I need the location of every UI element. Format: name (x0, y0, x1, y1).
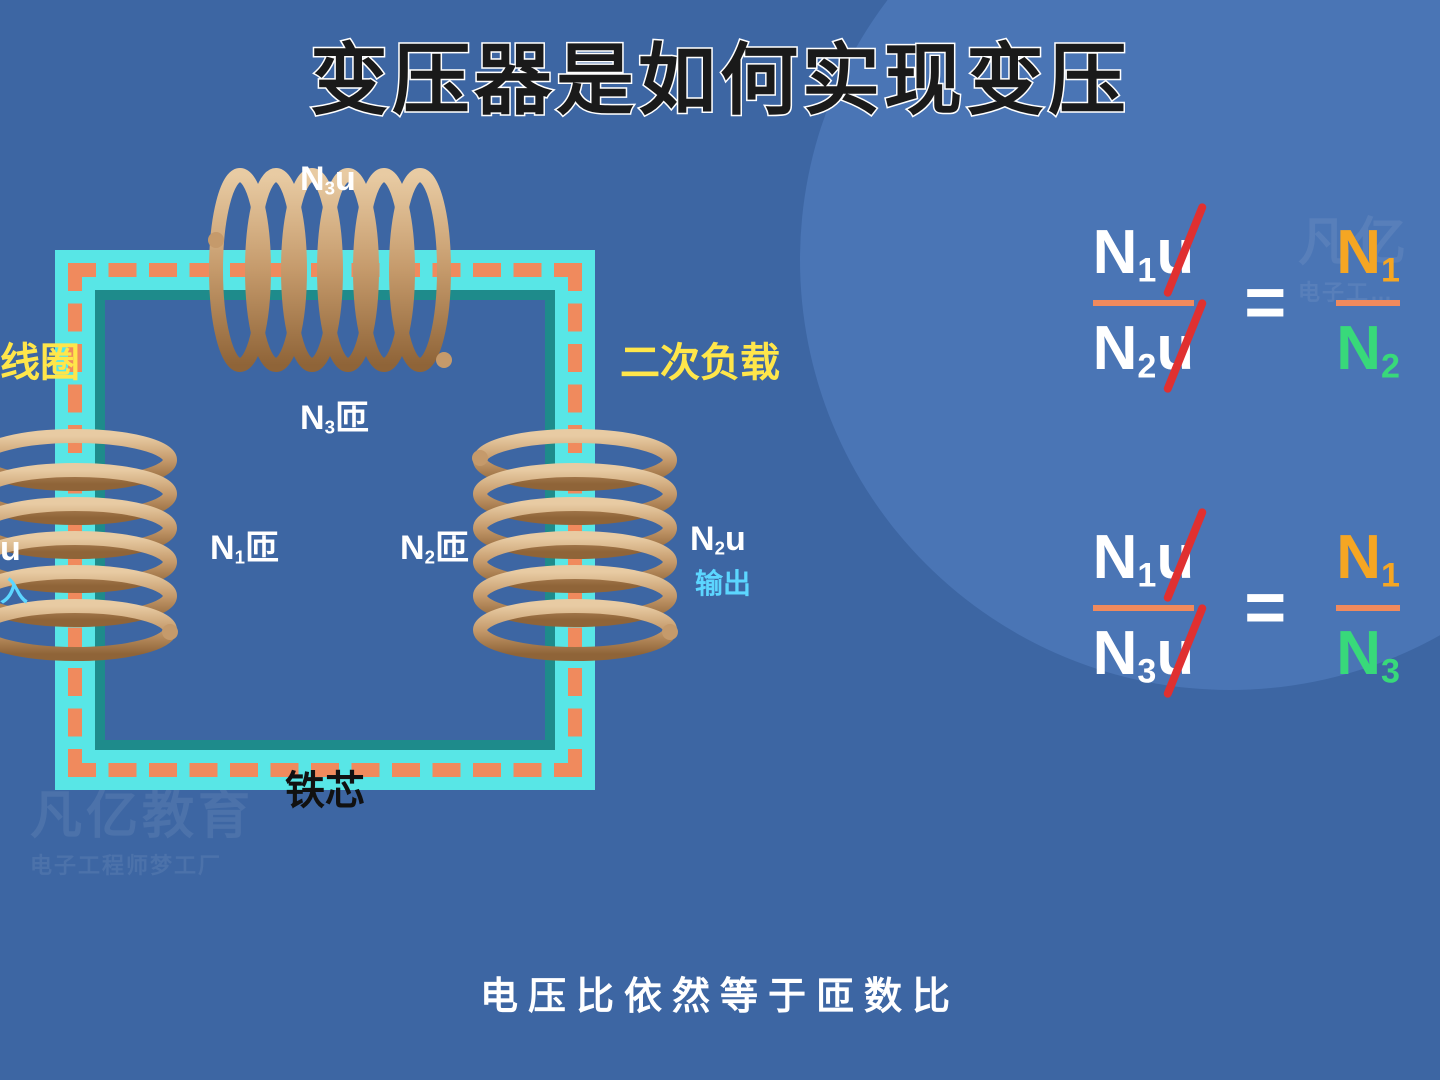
strike-icon (1162, 603, 1207, 699)
equals-sign: = (1244, 262, 1286, 344)
strike-icon (1162, 202, 1207, 298)
label-n1-turns: N1匝 (210, 520, 279, 569)
equations: N1u N2u = N1 N2 N1u N3u (740, 210, 1440, 820)
equals-sign: = (1244, 567, 1286, 649)
core-flux-path (68, 263, 582, 777)
strike-icon (1162, 507, 1207, 603)
label-n3u: N3u (300, 160, 356, 200)
label-n1u: u (0, 530, 21, 569)
stage: 凡亿 电子工… 凡亿教育 电子工程师梦工厂 变压器是如何实现变压 (0, 0, 1440, 1080)
label-primary-coil: 线圈 (0, 330, 80, 388)
transformer-core (55, 250, 595, 790)
label-n2-turns: N2匝 (400, 520, 469, 569)
label-n3-turns: N3匝 (300, 390, 369, 439)
eq1-left-frac: N1u N2u (1093, 210, 1195, 395)
subtitle: 电压比依然等于匝数比 (0, 965, 1440, 1020)
eq1-right-frac: N1 N2 (1336, 210, 1400, 395)
eq2-left-frac: N1u N3u (1093, 515, 1195, 700)
page-title: 变压器是如何实现变压 (0, 18, 1440, 130)
eq2-right-frac: N1 N3 (1336, 515, 1400, 700)
strike-icon (1162, 298, 1207, 394)
label-input: 入 (0, 570, 28, 610)
equation-1: N1u N2u = N1 N2 (740, 210, 1440, 395)
label-n2u: N2u (690, 520, 746, 560)
label-iron-core: 铁芯 (285, 758, 365, 816)
equation-2: N1u N3u = N1 N3 (740, 515, 1440, 700)
